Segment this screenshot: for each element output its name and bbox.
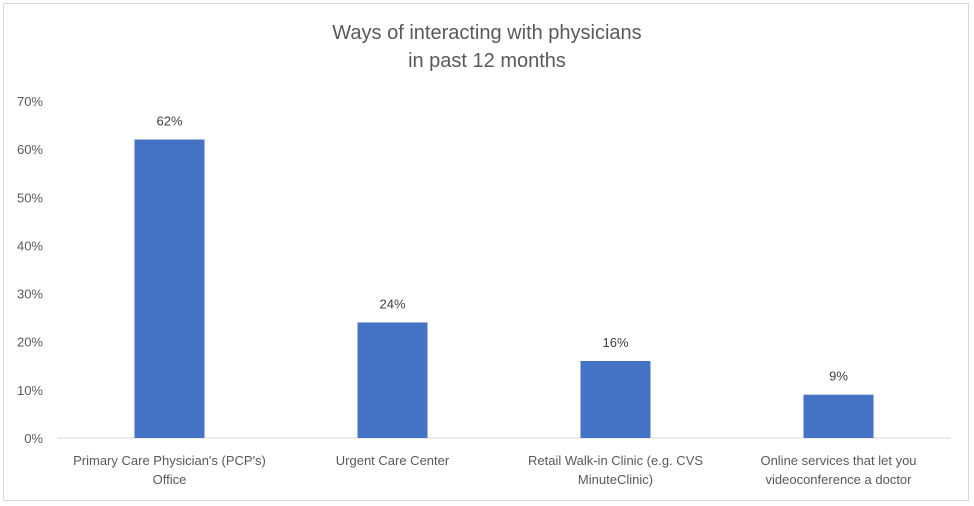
data-label: 24% bbox=[379, 296, 405, 311]
x-category-label: Urgent Care Center bbox=[336, 453, 450, 468]
bar bbox=[580, 360, 651, 438]
chart-title-line: Ways of interacting with physicians bbox=[332, 22, 641, 44]
y-tick-label: 60% bbox=[17, 142, 43, 157]
y-tick-label: 50% bbox=[17, 190, 43, 205]
y-tick-label: 30% bbox=[17, 287, 43, 302]
y-tick-label: 10% bbox=[17, 383, 43, 398]
chart-frame bbox=[3, 3, 969, 501]
x-category-label: Primary Care Physician's (PCP's) bbox=[73, 453, 266, 468]
y-tick-label: 70% bbox=[17, 94, 43, 109]
x-category-label: MinuteClinic) bbox=[578, 472, 653, 487]
y-tick-label: 40% bbox=[17, 238, 43, 253]
x-category-label: Online services that let you bbox=[760, 453, 916, 468]
x-category-label: Office bbox=[153, 472, 187, 487]
data-label: 62% bbox=[156, 114, 182, 129]
x-category-label: Retail Walk-in Clinic (e.g. CVS bbox=[528, 453, 703, 468]
data-label: 9% bbox=[829, 369, 848, 384]
bar bbox=[803, 394, 874, 438]
y-tick-label: 0% bbox=[24, 431, 43, 446]
y-tick-label: 20% bbox=[17, 335, 43, 350]
chart-title-line: in past 12 months bbox=[408, 50, 566, 72]
bar bbox=[357, 322, 428, 438]
data-label: 16% bbox=[602, 335, 628, 350]
bar bbox=[134, 139, 205, 438]
x-category-label: videoconference a doctor bbox=[766, 472, 913, 487]
